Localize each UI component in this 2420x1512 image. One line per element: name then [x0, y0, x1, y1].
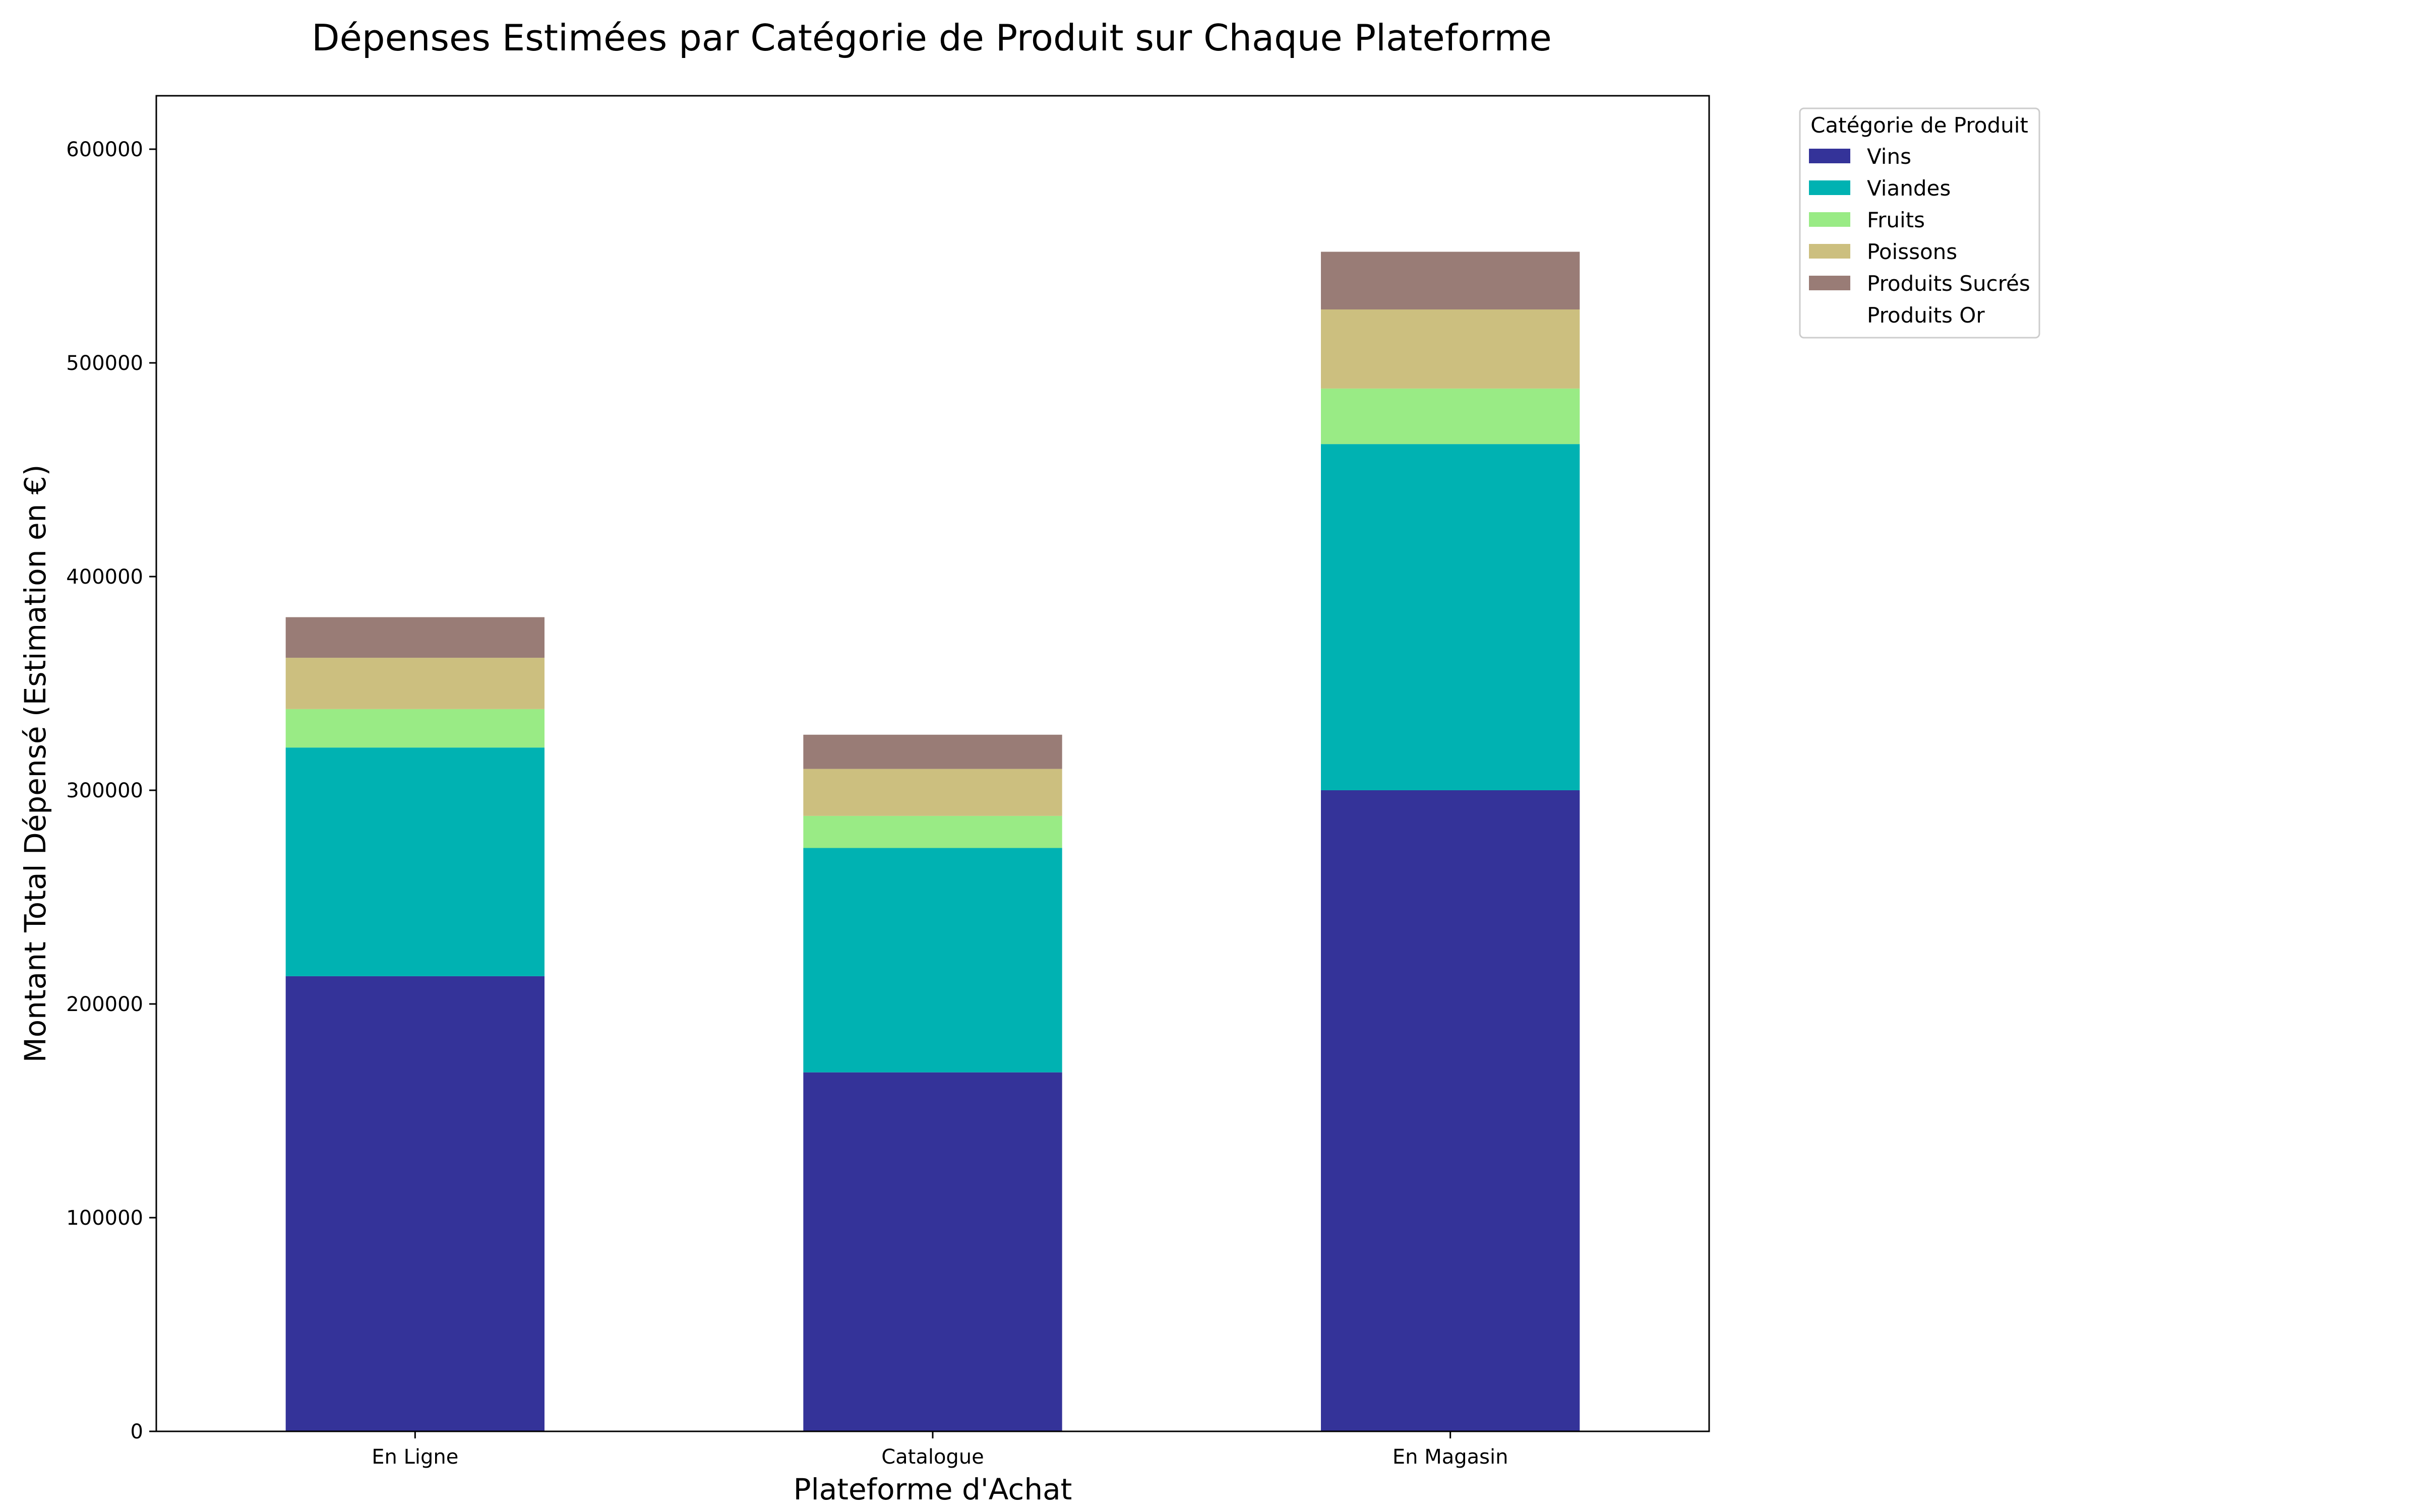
y-tick-label: 400000	[66, 565, 143, 589]
legend-swatch	[1809, 276, 1850, 290]
bar-segment-produits-sucrés-2	[1321, 251, 1580, 309]
x-axis-label: Plateforme d'Achat	[794, 1472, 1072, 1506]
legend-label: Vins	[1867, 144, 1911, 169]
bar-segment-fruits-2	[1321, 388, 1580, 445]
legend-swatch	[1809, 244, 1850, 259]
bar-segment-poissons-2	[1321, 309, 1580, 389]
bar-segment-vins-1	[803, 1072, 1062, 1431]
bar-segment-viandes-0	[285, 747, 544, 976]
bar-segment-poissons-0	[285, 658, 544, 709]
y-axis-label: Montant Total Dépensé (Estimation en €)	[18, 465, 52, 1063]
y-tick-label: 100000	[66, 1207, 143, 1230]
bars-group	[285, 251, 1580, 1431]
x-tick-label: Catalogue	[881, 1445, 984, 1469]
y-tick-label: 300000	[66, 779, 143, 802]
bar-segment-fruits-1	[803, 815, 1062, 848]
chart-title: Dépenses Estimées par Catégorie de Produ…	[312, 17, 1552, 59]
bar-segment-poissons-1	[803, 769, 1062, 816]
legend-label: Viandes	[1867, 176, 1951, 201]
bar-segment-viandes-1	[803, 848, 1062, 1073]
legend-label: Produits Or	[1867, 303, 1985, 328]
bar-segment-fruits-0	[285, 709, 544, 748]
bar-segment-vins-0	[285, 976, 544, 1431]
legend-swatch	[1809, 307, 1850, 322]
legend-swatch	[1809, 212, 1850, 227]
bar-segment-produits-sucrés-0	[285, 617, 544, 658]
y-axis-ticks: 0 100000 200000 300000 400000 500000 600000	[66, 138, 156, 1443]
bar-segment-produits-sucrés-1	[803, 734, 1062, 769]
legend-swatch	[1809, 180, 1850, 195]
bar-segment-viandes-2	[1321, 444, 1580, 790]
legend-title: Catégorie de Produit	[1810, 113, 2028, 138]
x-tick-label: En Ligne	[372, 1445, 458, 1469]
legend-label: Produits Sucrés	[1867, 271, 2030, 296]
x-axis-ticks: En Ligne Catalogue En Magasin	[372, 1431, 1508, 1469]
legend-swatch	[1809, 149, 1850, 163]
legend-label: Fruits	[1867, 208, 1925, 232]
y-tick-label: 200000	[66, 993, 143, 1016]
bar-segment-vins-2	[1321, 790, 1580, 1431]
legend-items: Vins Viandes Fruits Poissons Produits Sucrés…	[1809, 144, 2030, 328]
x-tick-label: En Magasin	[1393, 1445, 1508, 1469]
y-tick-label: 500000	[66, 352, 143, 375]
y-tick-label: 0	[131, 1420, 143, 1443]
y-tick-label: 600000	[66, 138, 143, 161]
legend-label: Poissons	[1867, 239, 1957, 264]
legend-box	[1799, 107, 2040, 339]
legend: Catégorie de Produit Vins Viandes Fruits Po…	[1799, 107, 2040, 339]
